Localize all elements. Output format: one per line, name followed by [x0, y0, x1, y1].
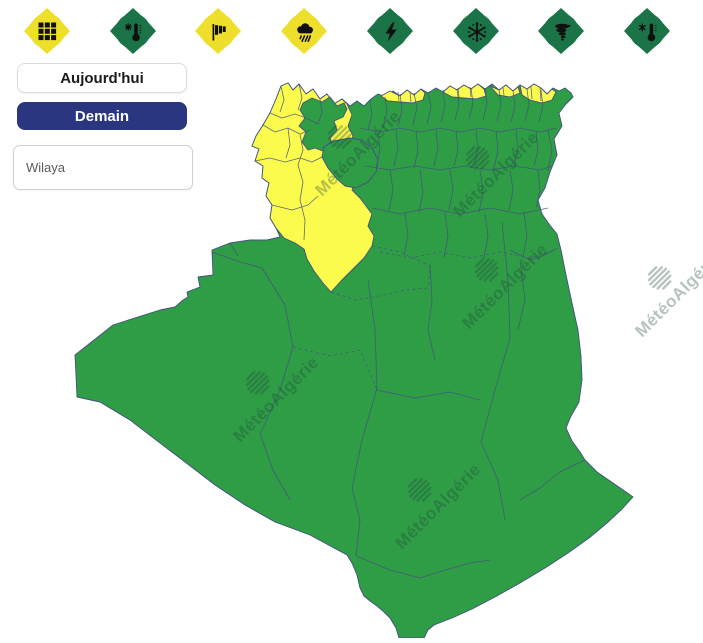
wind-icon[interactable] — [193, 6, 243, 56]
snow-icon[interactable] — [451, 6, 501, 56]
tab-tomorrow[interactable]: Demain — [17, 102, 187, 130]
wilaya-select-input[interactable] — [13, 145, 193, 190]
sandstorm-icon[interactable] — [536, 6, 586, 56]
phenomena-filter-bar — [22, 6, 672, 56]
cold-wave-icon[interactable] — [622, 6, 672, 56]
map-region-yellow-northwest[interactable] — [251, 82, 375, 293]
watermark: MétéoAlgérie — [631, 248, 703, 341]
map-region-yellow-coast-3[interactable] — [489, 84, 521, 98]
map-region-green-enclave-2[interactable] — [321, 137, 379, 189]
all-phenomena-icon[interactable] — [22, 6, 72, 56]
svg-text:MétéoAlgérie: MétéoAlgérie — [631, 248, 703, 341]
wilaya-borders — [211, 83, 586, 579]
map-region-green-enclave-1[interactable] — [298, 96, 348, 153]
thunderstorm-icon[interactable] — [365, 6, 415, 56]
heat-wave-icon[interactable] — [108, 6, 158, 56]
rain-icon[interactable] — [279, 6, 329, 56]
tab-today[interactable]: Aujourd'hui — [17, 63, 187, 93]
map-region-yellow-coast-1[interactable] — [380, 88, 426, 104]
map-region-yellow-coast-2[interactable] — [442, 83, 487, 100]
